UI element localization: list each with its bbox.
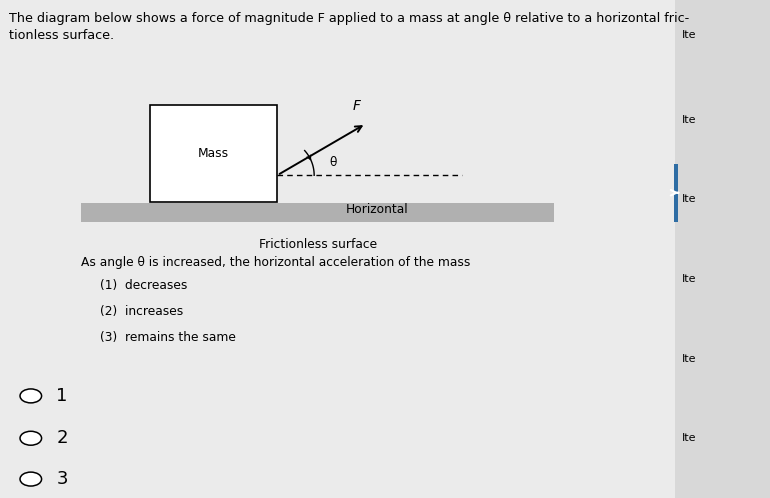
Text: Horizontal: Horizontal — [346, 203, 409, 216]
Text: F: F — [353, 99, 360, 113]
Text: The diagram below shows a force of magnitude F applied to a mass at angle θ rela: The diagram below shows a force of magni… — [9, 12, 689, 42]
Text: As angle θ is increased, the horizontal acceleration of the mass: As angle θ is increased, the horizontal … — [81, 256, 470, 269]
Text: Frictionless surface: Frictionless surface — [259, 238, 377, 250]
Bar — [675, 0, 770, 498]
Bar — [674, 164, 678, 222]
Text: 2: 2 — [56, 429, 68, 447]
Circle shape — [20, 431, 42, 445]
Text: (1)  decreases: (1) decreases — [100, 279, 187, 292]
Text: Ite: Ite — [681, 194, 696, 204]
Text: θ: θ — [330, 156, 337, 169]
Text: 1: 1 — [56, 387, 68, 405]
Circle shape — [20, 389, 42, 403]
Text: 3: 3 — [56, 470, 68, 488]
Bar — [81, 203, 554, 222]
Text: (2)  increases: (2) increases — [100, 305, 183, 318]
Text: (3)  remains the same: (3) remains the same — [100, 331, 236, 344]
Bar — [150, 105, 277, 202]
Text: Mass: Mass — [198, 146, 229, 160]
Text: Ite: Ite — [681, 115, 696, 124]
Text: Ite: Ite — [681, 433, 696, 443]
Circle shape — [20, 472, 42, 486]
Text: Ite: Ite — [681, 354, 696, 364]
Text: Ite: Ite — [681, 30, 696, 40]
Text: Ite: Ite — [681, 274, 696, 284]
